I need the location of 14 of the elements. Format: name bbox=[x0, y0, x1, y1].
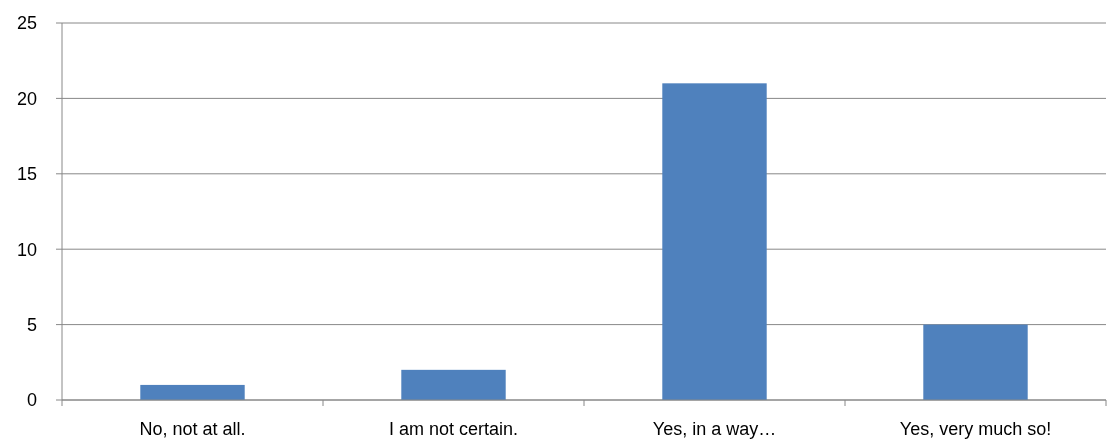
y-tick-label: 20 bbox=[16, 88, 37, 109]
bar bbox=[923, 324, 1028, 400]
bar bbox=[662, 83, 767, 400]
y-tick-label: 25 bbox=[16, 13, 37, 34]
x-tick-label: Yes, very much so! bbox=[899, 419, 1052, 439]
x-tick-label: No, not at all. bbox=[139, 419, 246, 439]
y-tick-label: 5 bbox=[26, 314, 37, 335]
y-tick-label: 0 bbox=[26, 390, 37, 411]
y-tick-label: 15 bbox=[16, 164, 37, 185]
x-tick-label: Yes, in a way… bbox=[652, 419, 777, 439]
bar bbox=[401, 369, 506, 400]
bar bbox=[140, 384, 245, 400]
x-tick-label: I am not certain. bbox=[388, 419, 519, 439]
y-tick-label: 10 bbox=[16, 239, 37, 260]
